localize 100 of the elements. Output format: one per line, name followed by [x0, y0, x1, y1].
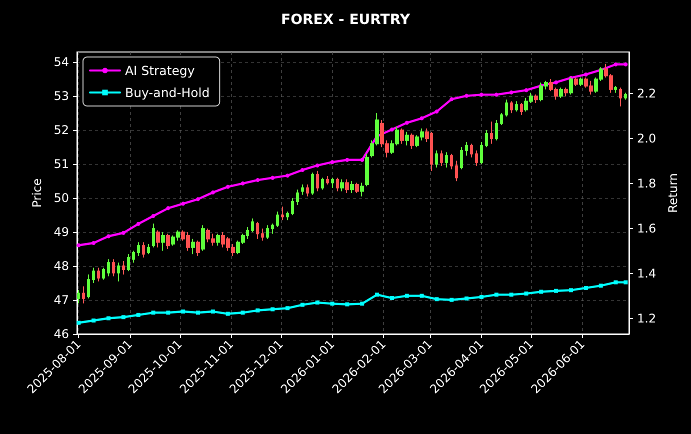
- candlestick: [276, 211, 279, 228]
- candlestick: [465, 142, 468, 156]
- point: [390, 128, 394, 132]
- candlestick: [82, 286, 85, 304]
- point: [76, 243, 81, 248]
- candlestick: [87, 274, 90, 299]
- y2-axis-title: Return: [666, 173, 680, 213]
- point: [226, 312, 230, 316]
- point: [434, 297, 439, 302]
- point: [420, 116, 424, 120]
- point: [92, 240, 96, 245]
- point: [509, 292, 514, 297]
- candlestick: [142, 242, 145, 258]
- candlestick: [559, 87, 563, 98]
- point: [121, 230, 126, 235]
- candlestick: [574, 76, 578, 86]
- candlestick: [400, 128, 404, 144]
- y2-tick-label: 2.0: [637, 132, 656, 146]
- candlestick: [410, 133, 414, 150]
- point: [360, 158, 364, 162]
- point: [524, 292, 528, 296]
- candlestick: [132, 250, 135, 264]
- point: [330, 302, 334, 306]
- candlestick: [515, 100, 518, 112]
- point: [404, 294, 409, 298]
- point: [479, 92, 484, 97]
- point: [196, 197, 200, 202]
- candlestick: [301, 184, 304, 196]
- candlestick: [306, 184, 309, 197]
- legend-label: Buy-and-Hold: [125, 85, 210, 100]
- candlestick: [624, 92, 627, 100]
- y-tick-label: 50: [54, 191, 69, 206]
- point: [166, 206, 170, 210]
- candlestick: [166, 233, 170, 250]
- y-tick-label: 53: [54, 89, 69, 104]
- candlestick: [440, 150, 443, 166]
- candlestick: [251, 218, 254, 233]
- candlestick: [152, 223, 155, 248]
- candlestick: [345, 178, 349, 194]
- chart-title: FOREX - EURTRY: [281, 12, 411, 28]
- candlestick: [435, 150, 438, 168]
- y2-tick-label: 1.2: [637, 311, 656, 326]
- point: [420, 294, 424, 298]
- candlestick: [326, 176, 329, 186]
- candlestick: [480, 142, 483, 165]
- candlestick: [127, 254, 130, 272]
- candlestick: [316, 170, 319, 192]
- candlestick: [510, 100, 513, 114]
- legend-label: AI Strategy: [125, 63, 196, 78]
- candlestick: [579, 76, 583, 86]
- y-tick-label: 51: [54, 157, 69, 172]
- candlestick: [147, 243, 150, 255]
- candlestick: [137, 242, 140, 256]
- point: [196, 310, 200, 315]
- candlestick: [296, 189, 299, 206]
- candlestick: [450, 153, 453, 170]
- candlestick: [490, 121, 493, 144]
- point: [76, 320, 81, 325]
- candlestick: [355, 182, 359, 194]
- candlestick: [161, 232, 165, 252]
- candlestick: [216, 233, 220, 246]
- candlestick: [156, 230, 160, 248]
- candlestick: [266, 224, 269, 240]
- candlestick: [256, 221, 259, 240]
- candlestick: [102, 267, 105, 280]
- point: [286, 306, 290, 310]
- y-tick-label: 52: [54, 123, 69, 138]
- candlestick: [97, 267, 100, 282]
- y-tick-label: 49: [54, 225, 69, 240]
- point: [181, 310, 186, 314]
- point: [464, 296, 469, 300]
- point: [450, 97, 454, 102]
- candlestick: [92, 267, 95, 284]
- candlestick: [286, 211, 289, 221]
- candlestick: [495, 119, 498, 141]
- point: [509, 90, 514, 94]
- candlestick: [460, 146, 463, 170]
- point: [624, 62, 628, 66]
- candlestick: [534, 94, 538, 104]
- candlestick: [107, 258, 110, 277]
- point: [92, 318, 96, 323]
- point: [300, 302, 304, 307]
- candlestick: [505, 99, 508, 118]
- point: [121, 315, 126, 320]
- candlestick: [445, 152, 448, 168]
- point: [375, 292, 380, 297]
- candlestick: [117, 262, 120, 282]
- candlestick: [271, 223, 274, 234]
- point: [240, 310, 245, 315]
- point: [300, 168, 304, 172]
- candlestick: [475, 150, 478, 166]
- candlestick: [281, 206, 284, 221]
- point: [315, 163, 320, 168]
- candlestick: [470, 143, 473, 158]
- point: [360, 302, 364, 306]
- point: [345, 158, 350, 162]
- candlestick: [201, 224, 205, 252]
- point: [226, 184, 230, 189]
- candlestick: [191, 238, 195, 255]
- point: [151, 214, 156, 218]
